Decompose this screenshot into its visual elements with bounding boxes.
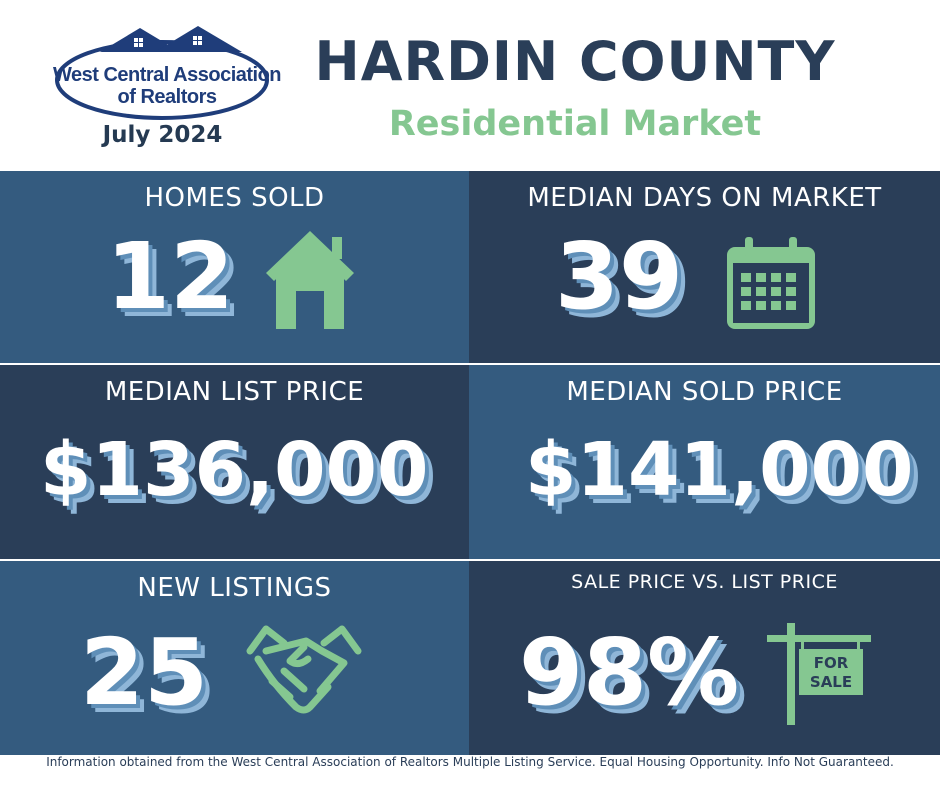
new-listings-label: NEW LISTINGS (137, 573, 332, 603)
header: West Central Association of Realtors Jul… (0, 0, 940, 171)
sign-text-for: FOR (814, 654, 849, 672)
report-date: July 2024 (102, 122, 223, 148)
median-days-label: MEDIAN DAYS ON MARKET (527, 183, 882, 213)
median-list-price-label: MEDIAN LIST PRICE (104, 377, 365, 407)
median-sold-price-label: MEDIAN SOLD PRICE (566, 377, 843, 407)
sign-text-sale: SALE (810, 673, 852, 691)
page-subtitle: Residential Market (388, 104, 762, 144)
median-list-price-value: $136,000 (40, 427, 429, 513)
association-logo: West Central Association of Realtors (50, 22, 282, 122)
new-listings-panel: NEW LISTINGS 25 (0, 561, 469, 755)
median-sold-price-panel: MEDIAN SOLD PRICE $141,000 (469, 365, 940, 559)
page-title: HARDIN COUNTY (314, 30, 836, 93)
new-listings-value: 25 (80, 619, 209, 726)
logo-text-line1: West Central Association (52, 64, 282, 86)
homes-sold-panel: HOMES SOLD 12 (0, 171, 469, 363)
median-days-value: 39 (555, 223, 684, 330)
for-sale-sign-icon: FOR SALE (767, 623, 871, 725)
logo-graphic (55, 26, 269, 120)
median-sold-price-value: $141,000 (525, 427, 914, 513)
house-icon (266, 231, 354, 329)
homes-sold-value: 12 (106, 223, 235, 330)
sale-vs-list-value: 98% (519, 619, 740, 726)
disclaimer-footer: Information obtained from the West Centr… (46, 755, 894, 769)
calendar-icon (727, 237, 815, 329)
median-list-price-panel: MEDIAN LIST PRICE $136,000 (0, 365, 469, 559)
sale-vs-list-panel: SALE PRICE VS. LIST PRICE 98% FOR SALE (469, 561, 940, 755)
handshake-icon (246, 625, 362, 714)
logo-text-line2: of Realtors (117, 86, 217, 108)
median-days-panel: MEDIAN DAYS ON MARKET 39 (469, 171, 940, 363)
homes-sold-label: HOMES SOLD (144, 183, 325, 213)
sale-vs-list-label: SALE PRICE VS. LIST PRICE (571, 571, 838, 593)
